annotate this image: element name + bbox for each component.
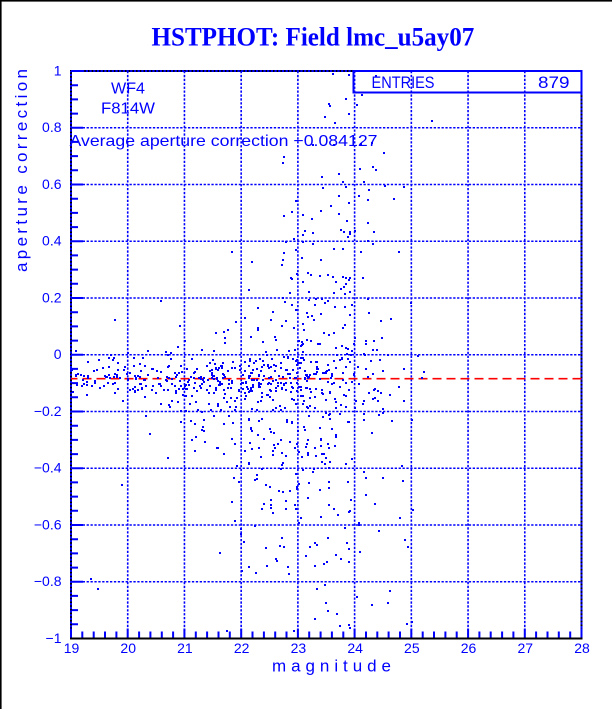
svg-text:−0.6: −0.6 xyxy=(34,516,62,532)
svg-text:magnitude: magnitude xyxy=(272,657,396,676)
svg-text:HSTPHOT: Field lmc_u5ay07: HSTPHOT: Field lmc_u5ay07 xyxy=(152,22,475,51)
svg-text:28: 28 xyxy=(574,640,590,656)
svg-text:20: 20 xyxy=(120,640,136,656)
svg-text:27: 27 xyxy=(517,640,533,656)
svg-text:−0.4: −0.4 xyxy=(34,460,62,476)
svg-text:25: 25 xyxy=(404,640,420,656)
svg-text:Average aperture correction −0: Average aperture correction −0.084127 xyxy=(70,133,378,150)
svg-text:ENTRIES: ENTRIES xyxy=(372,74,435,92)
svg-text:−1: −1 xyxy=(46,630,62,646)
svg-text:21: 21 xyxy=(177,640,193,656)
svg-text:0.4: 0.4 xyxy=(42,233,62,249)
svg-text:24: 24 xyxy=(347,640,363,656)
svg-text:26: 26 xyxy=(461,640,477,656)
svg-text:−0.8: −0.8 xyxy=(34,573,62,589)
svg-text:0.6: 0.6 xyxy=(42,176,62,192)
svg-text:−0.2: −0.2 xyxy=(34,403,62,419)
svg-text:22: 22 xyxy=(234,640,250,656)
svg-text:0: 0 xyxy=(54,346,62,362)
svg-text:19: 19 xyxy=(64,640,80,656)
svg-text:0.2: 0.2 xyxy=(42,289,62,305)
svg-text:F814W: F814W xyxy=(101,100,156,117)
svg-text:23: 23 xyxy=(291,640,307,656)
svg-text:879: 879 xyxy=(538,74,570,92)
svg-text:aperture correction: aperture correction xyxy=(12,66,31,272)
svg-text:WF4: WF4 xyxy=(111,80,145,97)
svg-text:0.8: 0.8 xyxy=(42,119,62,135)
svg-text:1: 1 xyxy=(54,62,62,78)
